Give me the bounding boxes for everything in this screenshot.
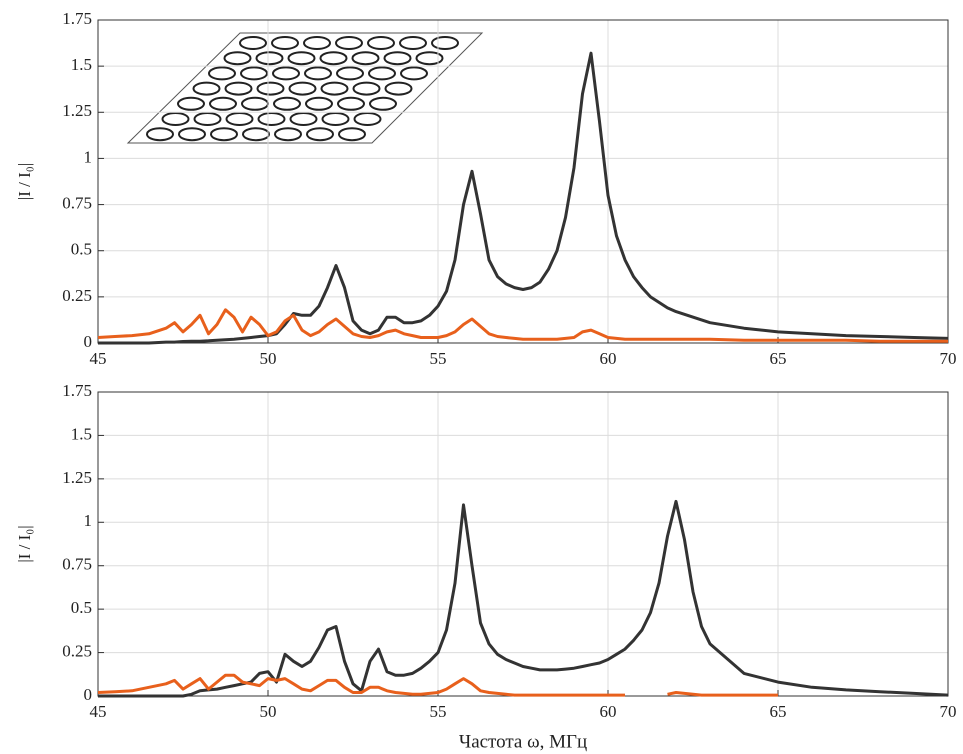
- ring: [240, 66, 268, 81]
- x-tick-label: 50: [260, 349, 277, 368]
- ring: [338, 127, 366, 142]
- x-axis-label: Частота ω, МГц: [459, 731, 587, 752]
- ring: [337, 96, 365, 111]
- ring: [303, 36, 331, 50]
- ring: [304, 66, 332, 81]
- x-tick-label: 50: [260, 702, 277, 721]
- ring: [288, 81, 317, 96]
- x-tick-label: 55: [430, 702, 447, 721]
- y-tick-label: 0.5: [71, 598, 92, 617]
- ring: [255, 51, 284, 66]
- ring: [289, 112, 318, 126]
- ring: [336, 66, 364, 81]
- x-tick-label: 70: [940, 702, 957, 721]
- x-tick-label: 55: [430, 349, 447, 368]
- ring: [383, 51, 412, 66]
- inset-panel: [126, 32, 484, 144]
- y-tick-label: 0.75: [62, 555, 92, 574]
- y-tick-label: 1.75: [62, 9, 92, 28]
- plot-frame: [97, 391, 949, 697]
- ring: [352, 81, 381, 96]
- ring: [146, 127, 174, 142]
- data-line: [97, 673, 778, 697]
- ring: [256, 81, 285, 96]
- ring: [223, 51, 252, 66]
- y-tick-label: 0.5: [71, 240, 92, 259]
- x-tick-label: 70: [940, 349, 957, 368]
- ring: [209, 96, 237, 111]
- x-tick-label: 45: [90, 349, 107, 368]
- plot-0: 0 0.25 0.5 0.75 1 1.25 1.5 1.75 45 50 55 60 65 70 |I /…: [15, 9, 957, 368]
- ring: [242, 127, 270, 142]
- ring: [274, 127, 302, 142]
- y-tick-label: 1: [84, 147, 93, 166]
- ring: [210, 127, 238, 142]
- ring: [271, 36, 299, 50]
- ring: [193, 112, 222, 126]
- y-tick-label: 1.25: [62, 468, 92, 487]
- ring: [257, 112, 286, 126]
- y-tick-label: 1.5: [71, 55, 92, 74]
- y-tick-label: 0.25: [62, 286, 92, 305]
- y-tick-label: 0: [84, 332, 93, 351]
- ring: [367, 36, 395, 50]
- ring: [368, 66, 396, 81]
- y-axis-label: |I / I₀|: [15, 163, 34, 200]
- x-tick-label: 65: [770, 349, 787, 368]
- ring: [353, 112, 382, 126]
- y-tick-label: 1.25: [62, 101, 92, 120]
- ring: [224, 81, 253, 96]
- ring: [399, 36, 427, 50]
- ring: [305, 96, 333, 111]
- ring: [400, 66, 428, 81]
- ring: [384, 81, 413, 96]
- ring: [287, 51, 316, 66]
- x-tick-label: 65: [770, 702, 787, 721]
- ring: [208, 66, 236, 81]
- ring: [272, 66, 300, 81]
- data-line: [98, 51, 949, 345]
- ring: [431, 36, 459, 50]
- y-tick-label: 1.5: [71, 424, 92, 443]
- ring: [351, 51, 380, 66]
- ring: [415, 51, 444, 66]
- array-inset: [126, 32, 484, 144]
- ring: [320, 81, 349, 96]
- x-tick-label: 45: [90, 702, 107, 721]
- ring: [335, 36, 363, 50]
- y-tick-label: 0: [84, 685, 93, 704]
- ring: [192, 81, 221, 96]
- ring: [273, 96, 301, 111]
- ring: [178, 127, 206, 142]
- ring: [161, 112, 190, 126]
- ring: [239, 36, 267, 50]
- ring: [225, 112, 254, 126]
- y-axis-label: |I / I₀|: [15, 525, 34, 562]
- y-tick-label: 0.75: [62, 193, 92, 212]
- ring: [177, 96, 205, 111]
- y-tick-label: 1: [84, 511, 93, 530]
- y-tick-label: 0.25: [62, 641, 92, 660]
- x-tick-label: 60: [600, 702, 617, 721]
- ring: [369, 96, 397, 111]
- plot-1: 0 0.25 0.5 0.75 1 1.25 1.5 1.75 45 50 55 60 65 70 |I /…: [15, 381, 957, 752]
- x-tick-label: 60: [600, 349, 617, 368]
- plot-frame: [97, 19, 949, 344]
- data-line: [97, 308, 948, 343]
- ring: [306, 127, 334, 142]
- ring: [319, 51, 348, 66]
- data-line: [98, 499, 949, 698]
- y-tick-label: 1.75: [62, 381, 92, 400]
- ring: [321, 112, 350, 126]
